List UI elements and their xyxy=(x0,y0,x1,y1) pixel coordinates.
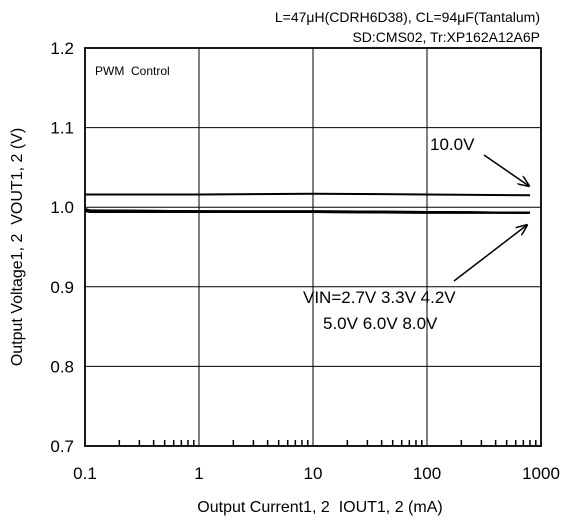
y-axis-title: Output Voltage1, 2 VOUT1, 2 (V) xyxy=(9,128,26,366)
x-tick-label: 0.1 xyxy=(73,464,97,483)
annotation-high-vin: 10.0V xyxy=(430,135,475,154)
y-tick-label: 1.1 xyxy=(50,119,74,138)
grid xyxy=(85,48,541,446)
x-tick-label: 100 xyxy=(413,464,441,483)
x-tick-label: 10 xyxy=(304,464,323,483)
x-minor-ticks xyxy=(118,440,537,446)
arrow-low-vin xyxy=(453,225,527,282)
series-line xyxy=(84,210,530,214)
y-tick-label: 0.7 xyxy=(50,437,74,456)
x-axis-title: Output Current1, 2 IOUT1, 2 (mA) xyxy=(197,499,442,516)
pwm-control-label: PWM Control xyxy=(95,64,170,78)
x-tick-label: 1000 xyxy=(522,464,560,483)
annotation-low-vin-line2: 5.0V 6.0V 8.0V xyxy=(323,314,438,333)
y-tick-label: 0.8 xyxy=(50,357,74,376)
annotation-low-vin-line1: VIN=2.7V 3.3V 4.2V xyxy=(303,288,456,307)
condition-line-2: SD:CMS02, Tr:XP162A12A6P xyxy=(352,29,540,45)
y-tick-label: 1.0 xyxy=(50,198,74,217)
x-tick-labels: 0.1 1 10 100 1000 xyxy=(73,464,560,483)
y-tick-label: 0.9 xyxy=(50,278,74,297)
series-line xyxy=(85,192,531,197)
x-tick-label: 1 xyxy=(194,464,203,483)
data-series xyxy=(84,192,531,214)
y-tick-label: 1.2 xyxy=(50,39,74,58)
y-tick-labels: 0.7 0.8 0.9 1.0 1.1 1.2 xyxy=(50,39,74,456)
plot-frame xyxy=(84,47,542,447)
arrow-high-vin xyxy=(483,154,529,186)
condition-line-1: L=47μH(CDRH6D38), CL=94μF(Tantalum) xyxy=(275,9,540,25)
